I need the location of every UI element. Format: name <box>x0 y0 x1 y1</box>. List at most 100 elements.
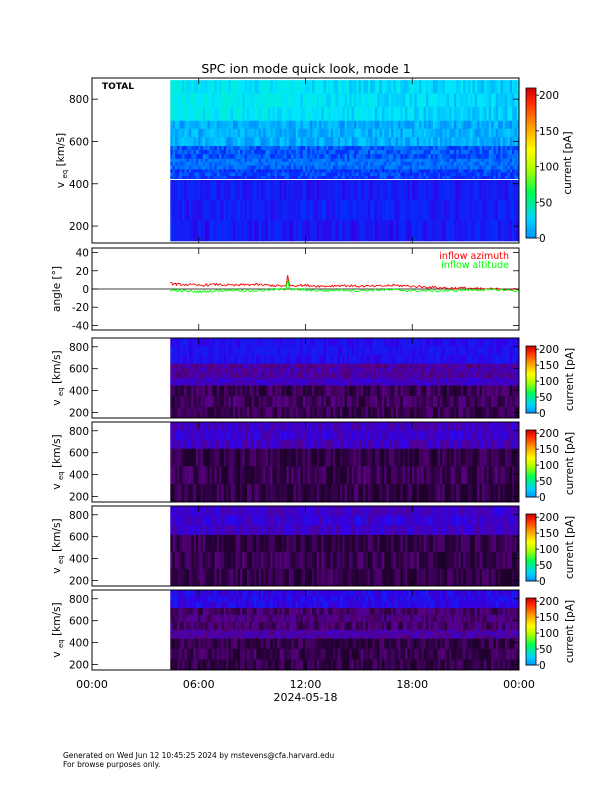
heatmap-cell <box>288 220 292 242</box>
heatmap-cell <box>467 165 471 170</box>
heatmap-cell <box>221 407 225 419</box>
heatmap-cell <box>307 168 311 173</box>
heatmap-cell <box>512 161 515 166</box>
heatmap-cell <box>465 149 469 155</box>
heatmap-cell <box>409 407 413 419</box>
heatmap-cell <box>200 448 204 467</box>
heatmap-cell <box>242 380 246 383</box>
heatmap-cell <box>430 448 434 467</box>
heatmap-cell <box>195 448 199 467</box>
heatmap-cell <box>207 448 211 467</box>
heatmap-cell <box>286 363 290 369</box>
heatmap-cell <box>419 145 422 151</box>
heatmap-cell <box>493 363 497 369</box>
heatmap-cell <box>495 137 499 147</box>
heatmap-cell <box>409 363 413 369</box>
heatmap-cell <box>377 158 380 163</box>
heatmap-cell <box>179 80 183 94</box>
heatmap-cell <box>205 120 208 130</box>
heatmap-cell <box>265 172 269 177</box>
heatmap-cell <box>253 149 257 155</box>
heatmap-cell <box>188 149 192 155</box>
heatmap-cell <box>346 179 350 201</box>
heatmap-cell <box>516 106 520 121</box>
heatmap-cell <box>288 161 292 166</box>
heatmap-cell <box>421 199 425 221</box>
heatmap-cell <box>372 338 376 347</box>
heatmap-cell <box>477 363 480 369</box>
heatmap-cell <box>360 199 364 221</box>
heatmap-cell <box>291 93 294 108</box>
colorbar-cell <box>526 130 536 134</box>
heatmap-cell <box>279 179 283 201</box>
heatmap-cell <box>244 172 248 177</box>
heatmap-cell <box>263 346 266 356</box>
heatmap-cell <box>398 338 401 347</box>
heatmap-cell <box>353 145 357 151</box>
heatmap-cell <box>172 466 176 485</box>
heatmap-cell <box>186 161 190 166</box>
heatmap-cell <box>367 145 371 151</box>
heatmap-cell <box>351 372 355 378</box>
heatmap-cell <box>233 137 236 147</box>
heatmap-cell <box>195 380 199 383</box>
heatmap-cell <box>200 354 204 364</box>
heatmap-cell <box>479 380 483 383</box>
heatmap-cell <box>228 382 232 386</box>
heatmap-cell <box>470 346 473 356</box>
heatmap-cell <box>409 158 413 163</box>
heatmap-cell <box>256 199 260 221</box>
heatmap-cell <box>221 93 225 108</box>
heatmap-cell <box>360 354 364 364</box>
colorbar-cell <box>526 215 536 219</box>
heatmap-cell <box>314 80 318 94</box>
heatmap-cell <box>365 154 369 159</box>
heatmap-cell <box>516 149 520 155</box>
heatmap-cell <box>346 106 350 121</box>
heatmap-cell <box>205 93 208 108</box>
heatmap-cell <box>416 448 420 467</box>
colorbar-cell <box>526 410 536 413</box>
heatmap-cell <box>393 380 397 383</box>
heatmap-cell <box>323 179 327 201</box>
heatmap-cell <box>386 377 390 381</box>
heatmap-cell <box>291 396 294 408</box>
heatmap-cell <box>209 385 213 397</box>
heatmap-cell <box>174 338 178 347</box>
heatmap-cell <box>267 120 271 130</box>
heatmap-cell <box>458 80 462 94</box>
heatmap-cell <box>330 363 334 369</box>
heatmap-cell <box>270 372 273 378</box>
heatmap-cell <box>230 220 234 242</box>
heatmap-cell <box>349 80 353 94</box>
heatmap-cell <box>200 385 204 397</box>
heatmap-cell <box>409 346 413 356</box>
heatmap-cell <box>244 93 248 108</box>
heatmap-cell <box>223 354 227 364</box>
colorbar-cell <box>526 125 536 129</box>
heatmap-cell <box>237 137 241 147</box>
heatmap-cell <box>172 338 176 347</box>
heatmap-cell <box>493 179 497 201</box>
heatmap-cell <box>260 80 264 94</box>
heatmap-cell <box>416 363 420 369</box>
heatmap-cell <box>393 80 397 94</box>
heatmap-cell <box>372 407 376 419</box>
heatmap-cell <box>356 106 359 121</box>
heatmap-cell <box>502 385 506 397</box>
heatmap-cell <box>381 354 385 364</box>
heatmap-cell <box>344 407 348 419</box>
heatmap-cell <box>379 372 383 378</box>
heatmap-cell <box>281 377 285 381</box>
heatmap-cell <box>463 149 466 155</box>
heatmap-cell <box>184 346 187 356</box>
heatmap-cell <box>284 380 287 383</box>
heatmap-cell <box>419 466 422 485</box>
heatmap-cell <box>223 466 227 485</box>
heatmap-cell <box>509 363 513 369</box>
heatmap-cell <box>498 179 501 201</box>
heatmap-cell <box>388 338 392 347</box>
heatmap-cell <box>247 407 250 419</box>
heatmap-cell <box>488 377 492 381</box>
y-axis-label: v eq [km/s] <box>55 133 69 188</box>
